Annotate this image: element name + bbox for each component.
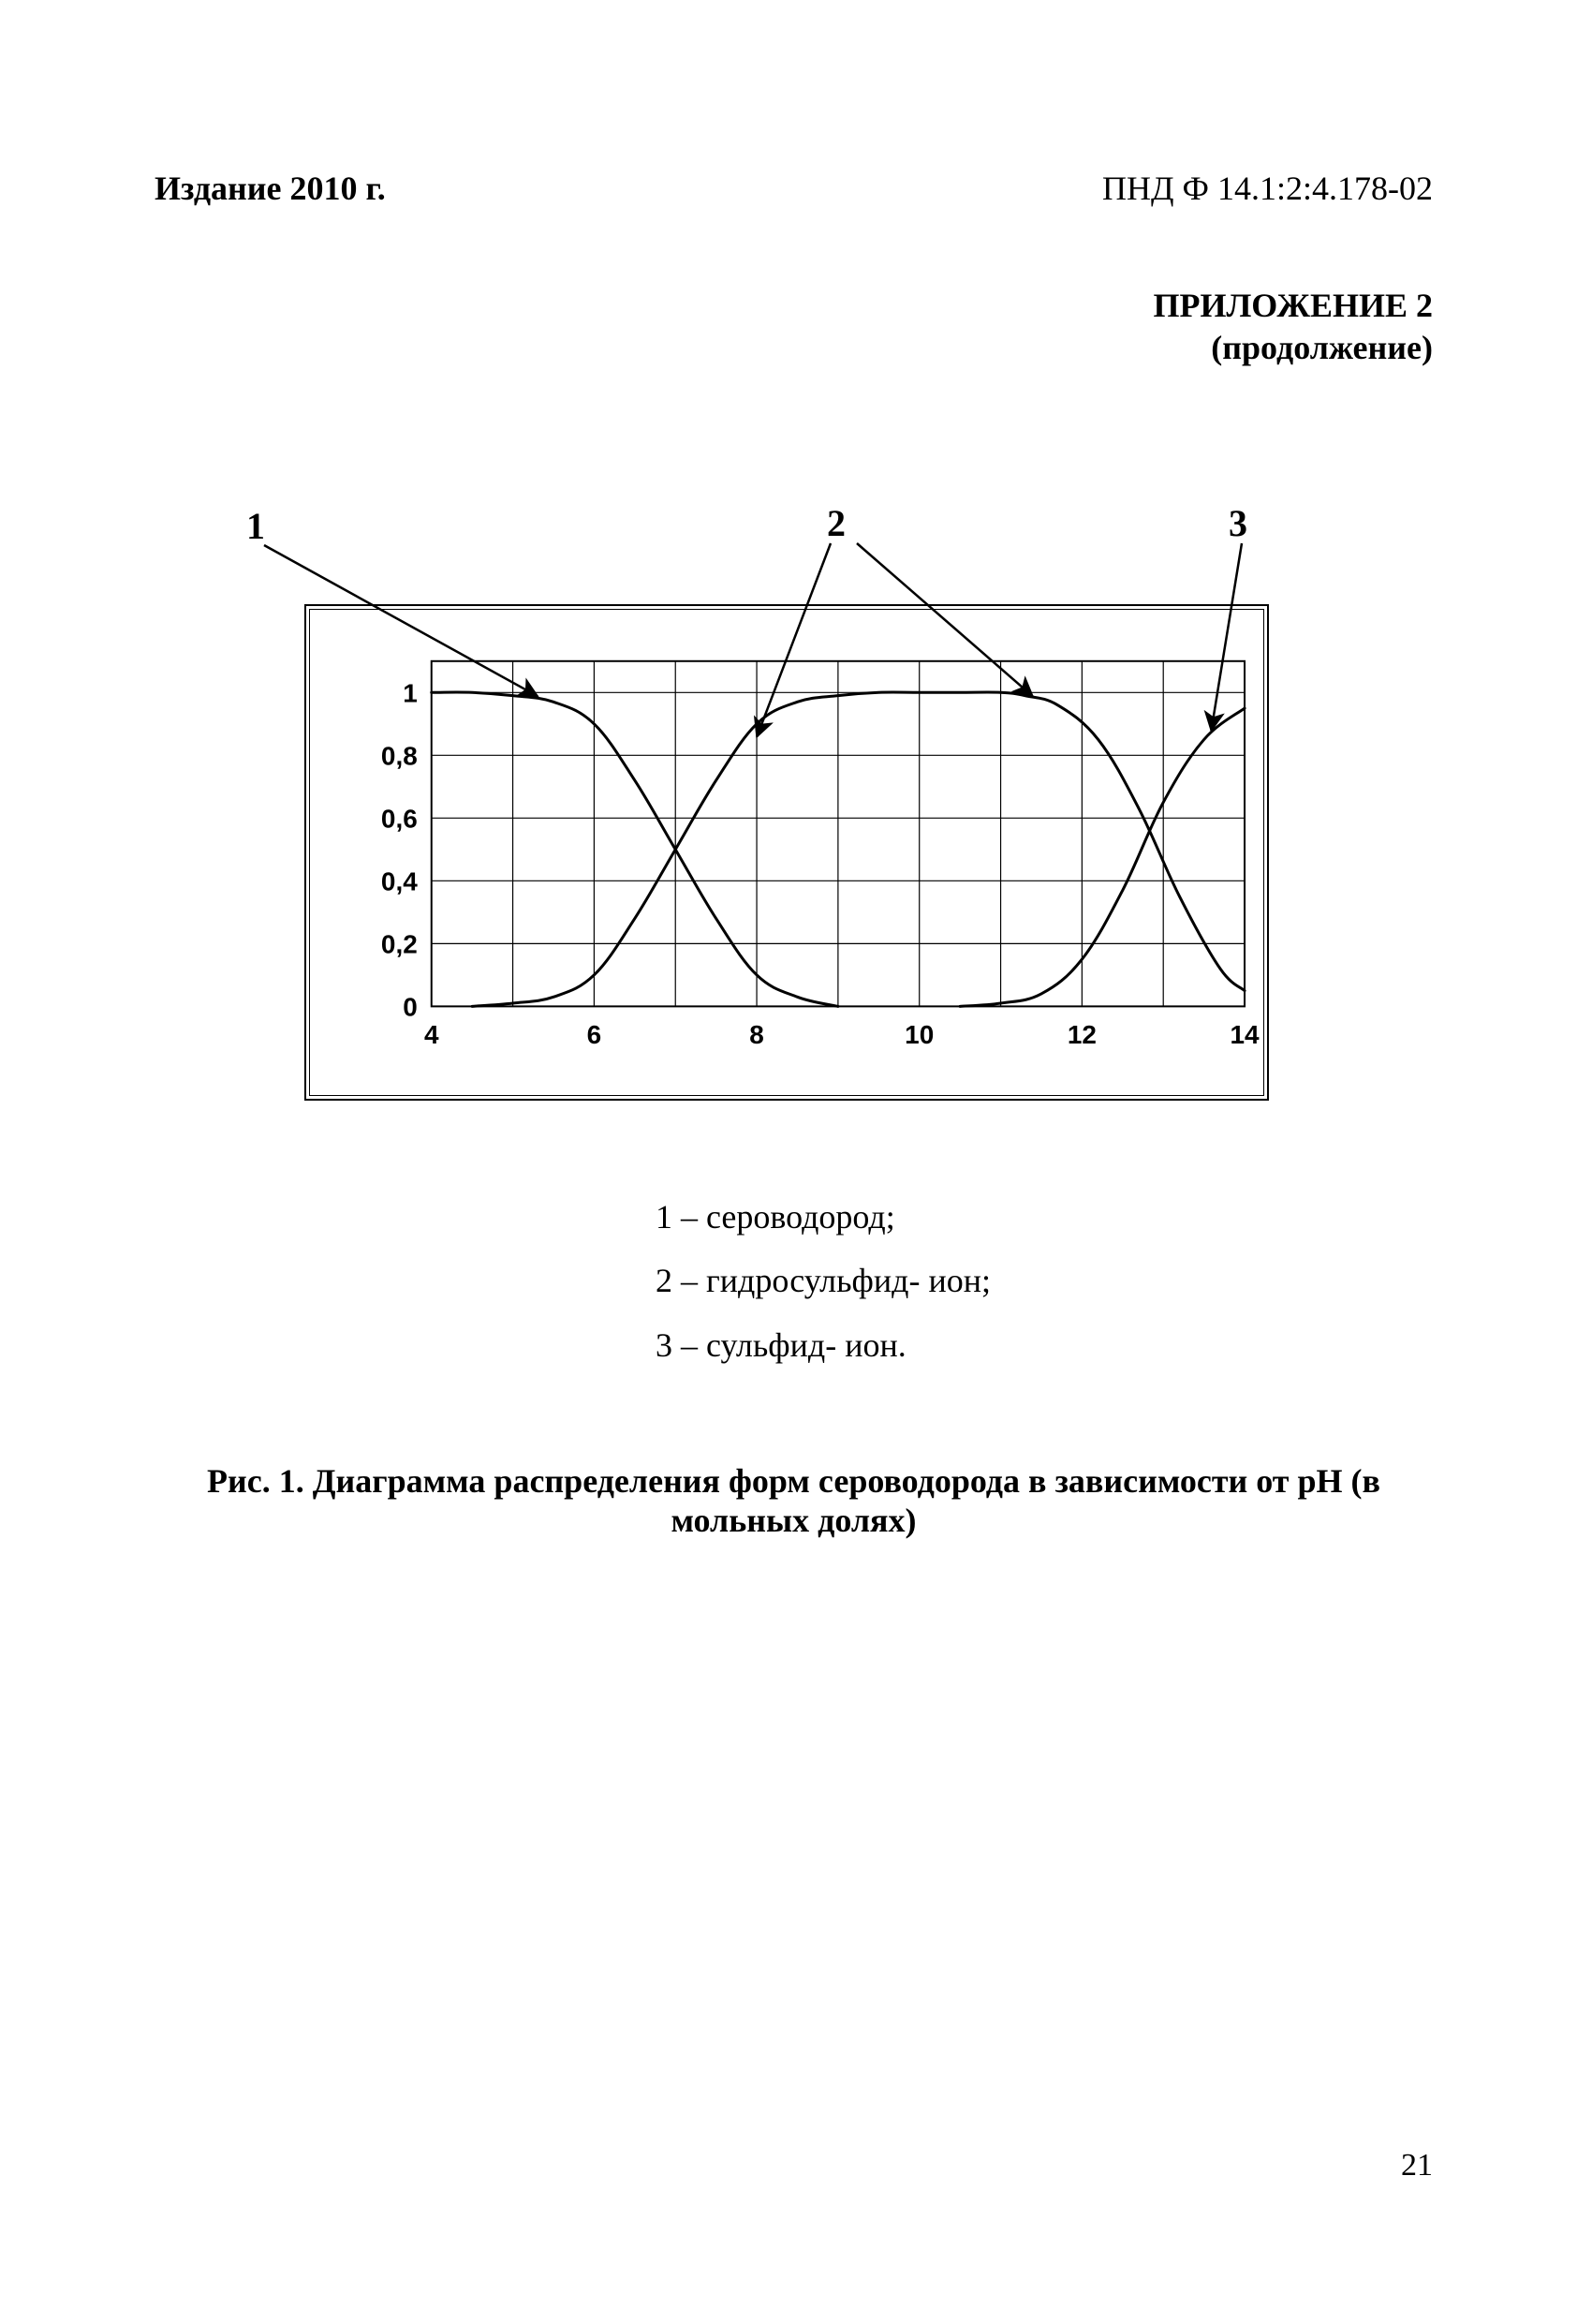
legend-block: 1 – сероводород; 2 – гидросульфид- ион; … bbox=[656, 1185, 991, 1377]
appendix-title: ПРИЛОЖЕНИЕ 2 bbox=[1153, 286, 1433, 325]
figure-caption: Рис. 1. Диаграмма распределения форм сер… bbox=[155, 1461, 1433, 1540]
chart-inner-frame: 00,20,40,60,81468101214 bbox=[309, 609, 1264, 1096]
svg-text:0,8: 0,8 bbox=[381, 741, 418, 770]
svg-text:10: 10 bbox=[905, 1020, 934, 1049]
callout-label-1: 1 bbox=[246, 504, 265, 548]
svg-text:12: 12 bbox=[1068, 1020, 1097, 1049]
svg-text:0,4: 0,4 bbox=[381, 866, 418, 896]
callout-label-2: 2 bbox=[827, 501, 846, 545]
svg-text:1: 1 bbox=[403, 678, 418, 707]
header-edition: Издание 2010 г. bbox=[155, 169, 386, 208]
svg-text:0,6: 0,6 bbox=[381, 804, 418, 833]
callout-label-3: 3 bbox=[1229, 501, 1247, 545]
svg-text:6: 6 bbox=[587, 1020, 602, 1049]
chart-outer-frame: 00,20,40,60,81468101214 bbox=[304, 604, 1269, 1101]
svg-text:0: 0 bbox=[403, 992, 418, 1021]
svg-text:14: 14 bbox=[1231, 1020, 1260, 1049]
document-page: Издание 2010 г. ПНД Ф 14.1:2:4.178-02 ПР… bbox=[0, 0, 1592, 2324]
appendix-continuation: (продолжение) bbox=[1211, 328, 1433, 367]
svg-text:8: 8 bbox=[749, 1020, 764, 1049]
legend-item-2: 2 – гидросульфид- ион; bbox=[656, 1249, 991, 1312]
page-number: 21 bbox=[1401, 2148, 1433, 2183]
header-doc-code: ПНД Ф 14.1:2:4.178-02 bbox=[1102, 169, 1433, 208]
distribution-chart: 00,20,40,60,81468101214 bbox=[310, 610, 1263, 1095]
svg-text:0,2: 0,2 bbox=[381, 929, 418, 958]
legend-item-3: 3 – сульфид- ион. bbox=[656, 1313, 991, 1377]
svg-text:4: 4 bbox=[424, 1020, 439, 1049]
legend-item-1: 1 – сероводород; bbox=[656, 1185, 991, 1249]
